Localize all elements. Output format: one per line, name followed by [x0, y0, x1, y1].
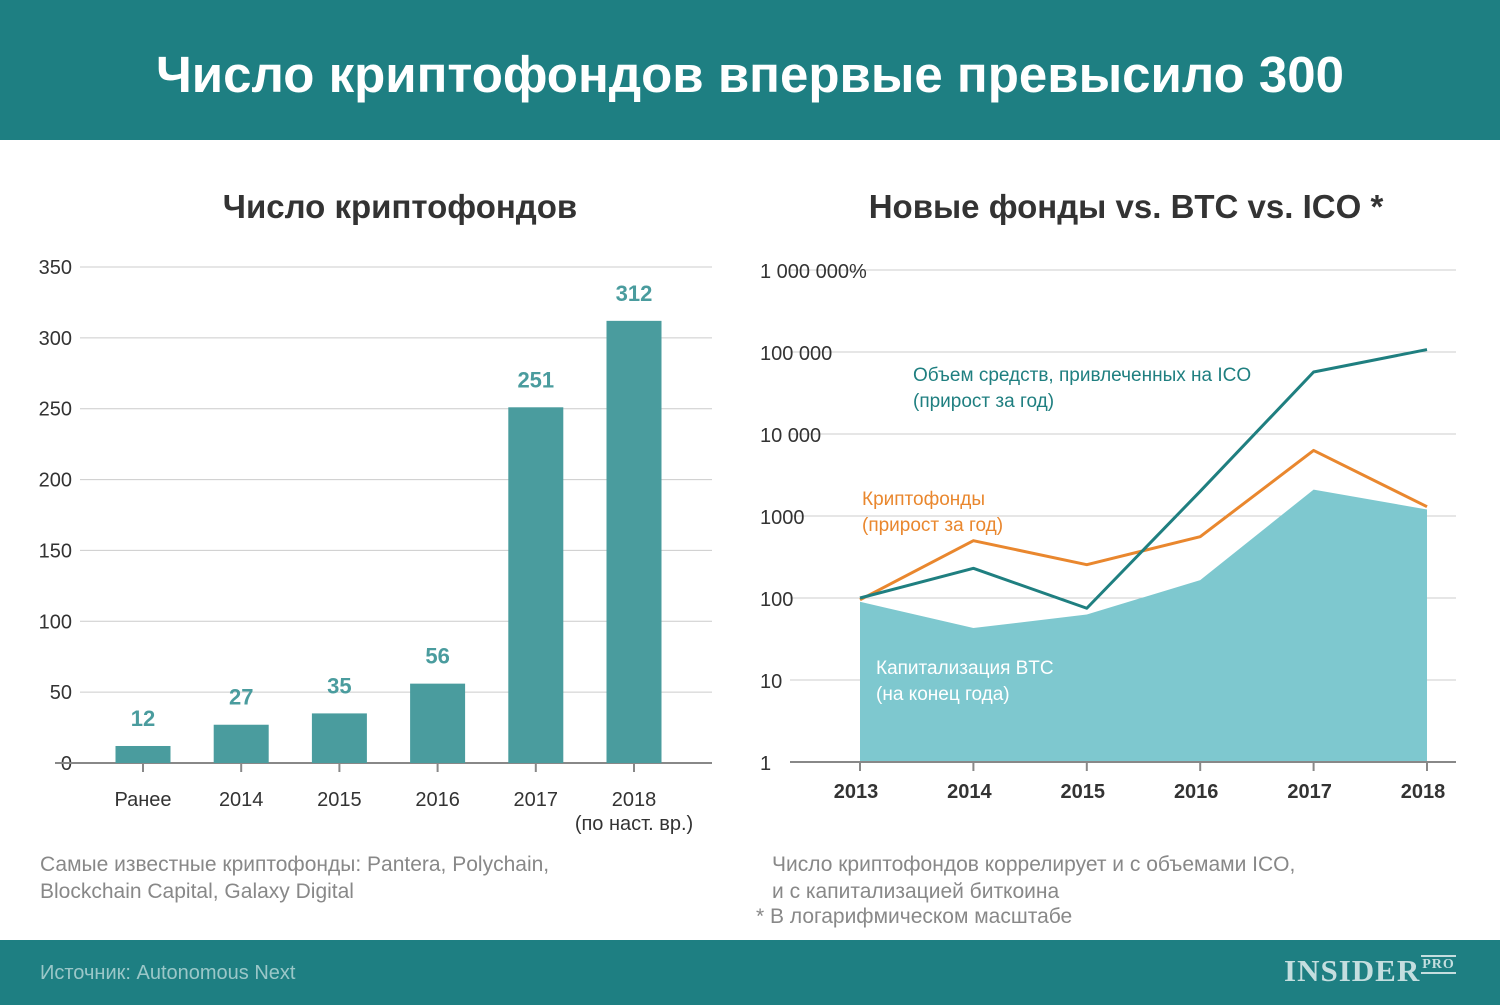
bar-value-label: 35	[327, 673, 351, 698]
footer-bar	[0, 940, 1500, 1005]
ico-label: Объем средств, привлеченных на ICO	[913, 365, 1251, 386]
cryptofunds-label: Криптофонды	[862, 489, 985, 510]
btc-cap-area	[860, 489, 1427, 762]
x-tick-label: 2017	[514, 789, 559, 811]
btc-cap-label: Капитализация BTC	[876, 658, 1054, 679]
y-tick-label: 200	[39, 470, 72, 492]
y-tick-label: 1000	[760, 507, 805, 529]
bar	[606, 320, 662, 763]
bar-value-label: 251	[517, 367, 554, 392]
bar-value-label: 312	[616, 281, 653, 306]
log-scale-footnote: * В логарифмическом масштабе	[756, 905, 1073, 928]
btc-cap-label: (на конец года)	[876, 684, 1010, 705]
bar	[410, 683, 466, 763]
x-tick-label: 2018	[612, 789, 657, 811]
insider-pro-logo: INSIDER PRO	[1284, 953, 1456, 989]
bar-value-label: 27	[229, 685, 253, 710]
ico-label: (прирост за год)	[913, 391, 1054, 412]
x-tick-label: 2016	[415, 789, 460, 811]
logo-pro-badge: PRO	[1421, 955, 1456, 974]
bar-value-label: 12	[131, 706, 155, 731]
bar-chart-title: Число криптофондов	[222, 188, 578, 225]
x-tick-label: Ранее	[114, 789, 171, 811]
x-tick-label: 2016	[1174, 781, 1219, 803]
logo-text: INSIDER	[1284, 953, 1421, 988]
y-tick-label: 100	[760, 589, 793, 611]
x-tick-label: 2014	[219, 789, 264, 811]
y-tick-label: 350	[39, 257, 72, 279]
right-note-line: и с капитализацией биткоина	[772, 880, 1060, 903]
left-note-line: Blockchain Capital, Galaxy Digital	[40, 880, 354, 903]
y-tick-label: 10 000	[760, 425, 821, 447]
line-chart-title: Новые фонды vs. BTC vs. ICO *	[868, 188, 1384, 225]
y-tick-label: 300	[39, 328, 72, 350]
header-bar	[0, 0, 1500, 140]
y-tick-label: 250	[39, 399, 72, 421]
right-note-line: Число криптофондов коррелирует и с объем…	[772, 853, 1296, 876]
bar-value-label: 56	[425, 644, 449, 669]
bar	[311, 713, 367, 763]
x-tick-label: 2017	[1287, 781, 1332, 803]
y-tick-label: 1	[760, 753, 771, 775]
y-tick-label: 50	[50, 682, 72, 704]
y-tick-label: 100	[39, 611, 72, 633]
x-tick-label: 2015	[317, 789, 362, 811]
cryptofunds-label: (прирост за год)	[862, 515, 1003, 536]
page-title: Число криптофондов впервые превысило 300	[155, 46, 1345, 103]
y-tick-label: 1 000 000%	[760, 261, 867, 283]
y-tick-label: 10	[760, 671, 782, 693]
bar	[508, 407, 564, 763]
left-note-line: Самые известные криптофонды: Pantera, Po…	[40, 853, 550, 876]
right-note: Число криптофондов коррелирует и с объем…	[772, 851, 1295, 905]
x-tick-sublabel: (по наст. вр.)	[575, 813, 693, 835]
x-tick-label: 2015	[1061, 781, 1106, 803]
x-tick-label: 2014	[947, 781, 992, 803]
y-tick-label: 100 000	[760, 343, 832, 365]
x-tick-label: 2018	[1401, 781, 1446, 803]
x-tick-label: 2013	[834, 781, 879, 803]
y-tick-label: 150	[39, 540, 72, 562]
ico-line	[859, 348, 1428, 610]
bar	[213, 724, 269, 763]
left-note: Самые известные криптофонды: Pantera, Po…	[40, 851, 549, 905]
bar	[115, 745, 171, 763]
source-text: Источник: Autonomous Next	[40, 962, 296, 984]
